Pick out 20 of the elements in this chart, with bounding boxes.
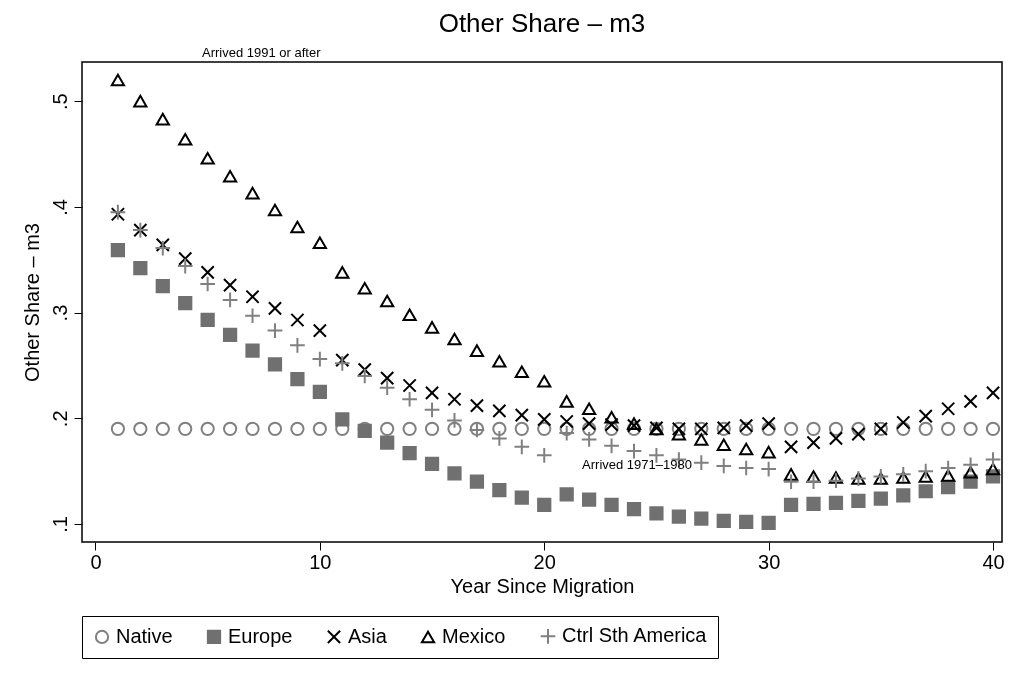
x-tick-label: 0 xyxy=(90,550,102,573)
y-tick-label: .5 xyxy=(48,93,71,110)
x-tick-label: 30 xyxy=(758,550,781,573)
legend-label: Europe xyxy=(228,624,293,647)
legend-label: Ctrl Sth America xyxy=(562,624,708,647)
y-tick-label: .1 xyxy=(48,516,71,533)
legend-label: Asia xyxy=(348,624,388,647)
x-tick-label: 20 xyxy=(533,550,556,573)
chart-title: Other Share – m3 xyxy=(438,8,646,38)
y-tick-label: .4 xyxy=(48,199,71,216)
y-tick-label: .3 xyxy=(48,304,71,322)
x-axis-title: Year Since Migration xyxy=(450,574,635,597)
legend-label: Mexico xyxy=(442,625,506,647)
x-tick-label: 10 xyxy=(309,550,332,573)
y-axis-title: Other Share – m3 xyxy=(20,223,43,382)
legend-label: Native xyxy=(116,624,173,647)
x-tick-label: 40 xyxy=(982,550,1005,573)
text: Arrived 1991 or after xyxy=(202,45,322,60)
annotation: Arrived 1971–1980 xyxy=(582,457,692,472)
y-tick-label: .2 xyxy=(48,410,71,428)
